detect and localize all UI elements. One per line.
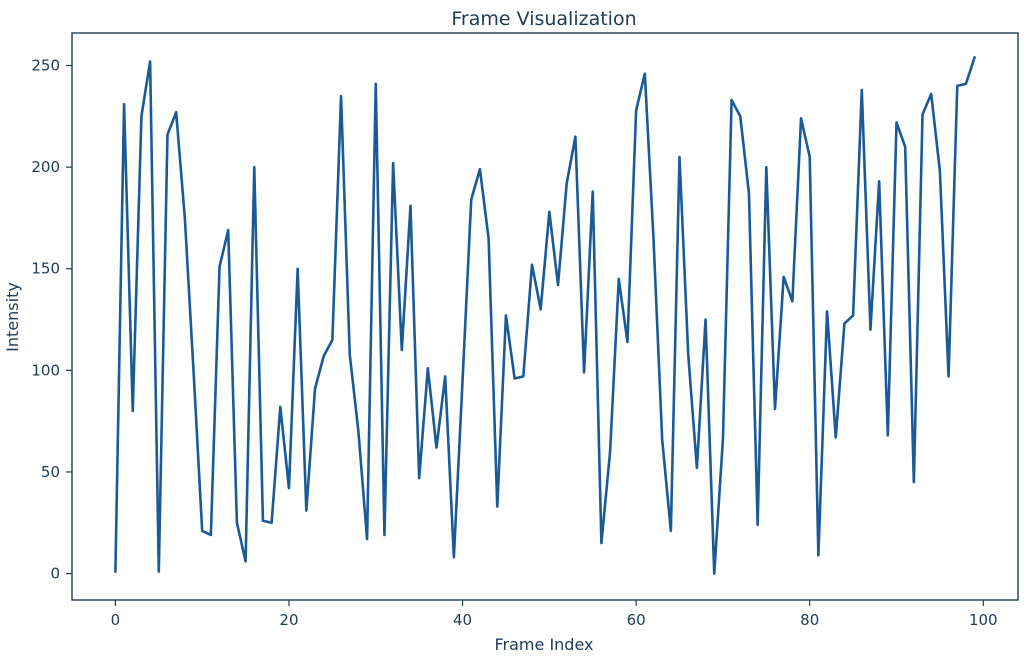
- series-group: [114, 56, 976, 575]
- y-tick-label: 50: [41, 463, 60, 481]
- plot-frame: [71, 32, 1019, 601]
- y-tick-label: 200: [31, 158, 60, 176]
- x-tick-label: 40: [453, 611, 472, 629]
- axis-ticks: 0 20 40 60 80 100 0 50 100 150 200 250: [31, 57, 997, 629]
- x-tick-label: 80: [800, 611, 819, 629]
- y-axis-label: Intensity: [3, 282, 22, 352]
- x-tick-label: 0: [111, 611, 121, 629]
- y-tick-label: 150: [31, 260, 60, 278]
- x-axis-label: Frame Index: [495, 635, 594, 654]
- x-tick-label: 20: [279, 611, 298, 629]
- y-tick-label: 0: [50, 565, 60, 583]
- y-tick-label: 250: [31, 57, 60, 75]
- y-tick-label: 100: [31, 361, 60, 379]
- x-tick-label: 60: [627, 611, 646, 629]
- x-tick-label: 100: [969, 611, 998, 629]
- series-line: [114, 56, 976, 575]
- chart-title: Frame Visualization: [451, 8, 636, 30]
